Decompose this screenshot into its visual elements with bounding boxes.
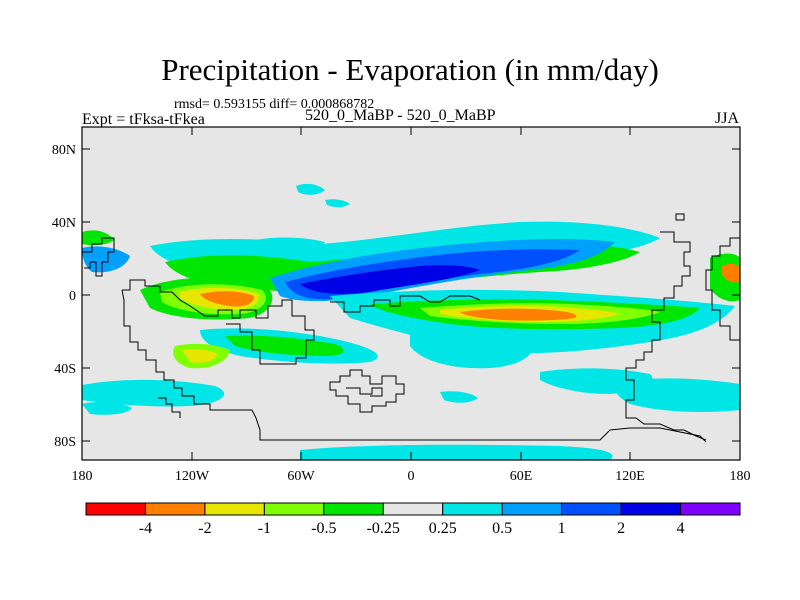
legend-label: 4 — [677, 520, 685, 537]
contour-cyan-south-lat-5 — [440, 391, 478, 403]
legend-label: 0.5 — [492, 520, 512, 537]
coastline-central-south-patch — [158, 397, 181, 418]
legend-label: 1 — [558, 520, 566, 537]
lat-tick-label: 40S — [54, 362, 76, 377]
contour-orange-eastedge — [722, 263, 740, 283]
legend-swatch — [323, 502, 384, 516]
contour-orange-south — [460, 308, 577, 321]
legend-label: -0.5 — [311, 520, 336, 537]
contour-cyan-south-lat-1 — [82, 379, 225, 407]
contour-blue-westedge — [82, 246, 130, 273]
legend-label: -4 — [139, 520, 152, 537]
stats-label: rmsd= 0.593155 diff= 0.000868782 — [174, 97, 375, 112]
coastline-small-island — [675, 213, 685, 221]
coastline-island-south — [329, 369, 405, 413]
contour-deepblue-core — [300, 265, 480, 294]
legend-swatch — [620, 502, 682, 516]
lon-tick-label: 60E — [510, 469, 533, 484]
lon-tick-label: 60W — [287, 469, 315, 484]
contour-cyan-north-1 — [296, 183, 325, 195]
color-legend: -4 -2 -1 -0.5 -0.25 0.25 0.5 1 2 4 — [85, 502, 741, 537]
legend-swatch — [144, 502, 206, 516]
contour-fields — [82, 183, 740, 460]
lat-tick-label: 0 — [69, 289, 76, 304]
contour-cyan-south-lat-3 — [615, 378, 740, 412]
contour-cyan-south-lat-4 — [82, 401, 132, 415]
lat-tick-label: 40N — [52, 216, 76, 231]
coastline-east-edge — [705, 237, 740, 341]
lon-tick-label: 120E — [615, 469, 645, 484]
coastlines — [82, 213, 740, 443]
legend-swatch — [382, 502, 444, 516]
lon-tick-label: 180 — [72, 469, 93, 484]
legend-swatch — [680, 502, 741, 516]
contour-cyan-north-2 — [325, 199, 350, 208]
experiment-label: Expt = tFksa-tFkea — [82, 111, 205, 128]
legend-label: 0.25 — [429, 520, 457, 537]
coastline-american-landmass — [122, 279, 315, 365]
lon-axis: 180 120W 60W 0 60E 120E 180 — [72, 469, 751, 484]
legend-label: -2 — [198, 520, 211, 537]
coastline-east-landmass — [625, 231, 707, 441]
legend-label: -0.25 — [367, 520, 400, 537]
legend-swatch — [204, 502, 265, 516]
legend-swatch — [561, 502, 622, 516]
center-label: 520_0_MaBP - 520_0_MaBP — [305, 107, 496, 124]
lat-axis: 80N 40N 0 40S 80S — [52, 143, 76, 450]
chart-title: Precipitation - Evaporation (in mm/day) — [161, 52, 659, 87]
contour-green-westedge — [82, 230, 114, 246]
contour-cyan-southatl — [410, 328, 533, 369]
tick-marks — [81, 127, 741, 460]
coastline-island-south-inner — [346, 387, 383, 397]
coastline-west-continent — [82, 237, 115, 277]
contour-yellow-southpac — [182, 349, 218, 363]
legend-swatch — [501, 502, 563, 516]
lon-tick-label: 0 — [408, 469, 415, 484]
contour-cyan-antarctic — [300, 444, 613, 460]
contour-cyan-north-3 — [244, 237, 325, 254]
legend-label: 2 — [617, 520, 625, 537]
lon-tick-label: 180 — [730, 469, 751, 484]
coastline-central-landmass — [330, 295, 481, 313]
coastline-south-west — [121, 289, 707, 443]
season-label: JJA — [715, 110, 740, 127]
legend-swatch — [263, 502, 325, 516]
lat-tick-label: 80S — [54, 435, 76, 450]
legend-swatch — [442, 502, 503, 516]
contour-orange-west — [200, 291, 254, 307]
contour-green-southpac — [225, 335, 344, 356]
lat-tick-label: 80N — [52, 143, 76, 158]
legend-label: -1 — [258, 520, 271, 537]
lon-tick-label: 120W — [175, 469, 210, 484]
legend-swatch — [85, 502, 146, 516]
